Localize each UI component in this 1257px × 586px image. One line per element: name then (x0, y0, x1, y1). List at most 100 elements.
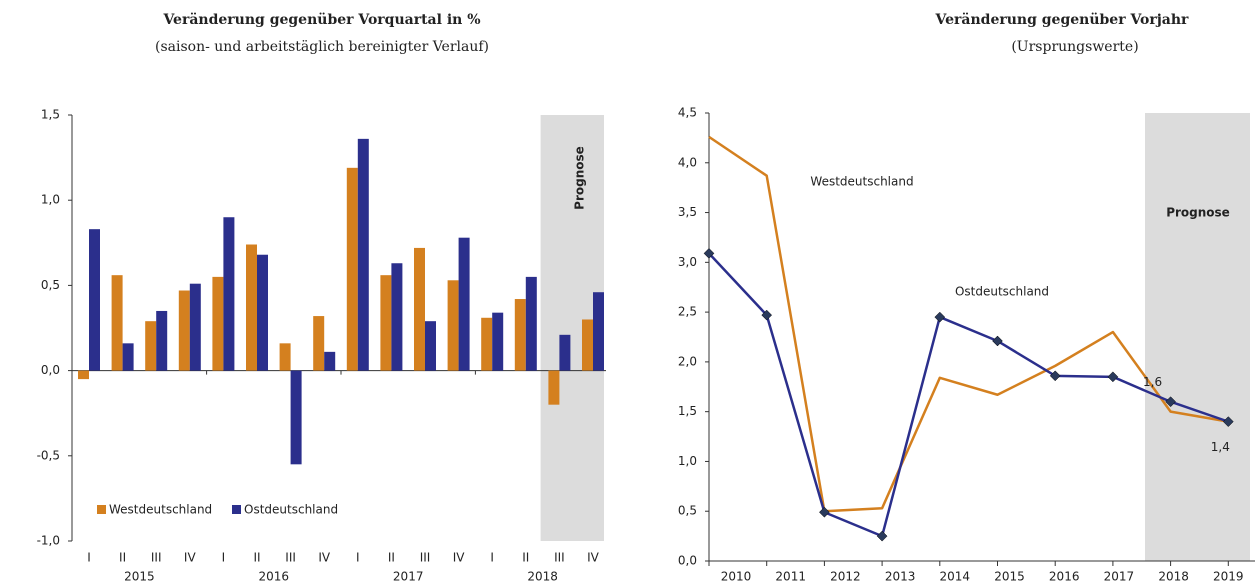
bar (582, 319, 593, 371)
x-tick-label: 2017 (1104, 570, 1135, 584)
marker (819, 506, 830, 518)
x-tick-label: III (554, 551, 565, 565)
x-tick-label: II (253, 551, 260, 565)
y-tick-label: 4,5 (678, 106, 697, 120)
x-tick-label: II (119, 551, 126, 565)
y-tick-label: 2,0 (678, 354, 697, 368)
bar (525, 276, 537, 371)
y-tick-label: 0,5 (678, 504, 697, 518)
x-tick-label: III (420, 551, 431, 565)
bar (290, 370, 302, 465)
y-tick-label: 0,0 (678, 554, 697, 568)
series-line (708, 252, 1229, 538)
x-tick-label: IV (184, 551, 197, 565)
bar (414, 247, 425, 371)
x-tick-label: 2015 (994, 570, 1025, 584)
x-tick-label: 2010 (721, 570, 752, 584)
x-tick-label: 2018 (1158, 570, 1189, 584)
y-tick-label: 1,5 (678, 404, 697, 418)
bar (548, 370, 560, 405)
bar (447, 280, 459, 371)
x-tick-label: 2013 (885, 570, 916, 584)
x-tick-label: I (222, 551, 226, 565)
bar (514, 299, 526, 371)
forecast-shade (1145, 113, 1250, 561)
y-tick-label: 1,0 (41, 193, 60, 207)
x-tick-label: III (151, 551, 162, 565)
marker (934, 311, 946, 323)
forecast-label: Prognose (573, 146, 587, 210)
y-tick-label: 0,5 (41, 278, 60, 292)
bar (122, 343, 134, 371)
year-label: 2018 (527, 570, 558, 584)
x-tick-label: II (522, 551, 529, 565)
bar (246, 244, 257, 371)
y-tick-label: 0,0 (41, 363, 60, 377)
bar (78, 370, 89, 380)
x-tick-label: IV (318, 551, 331, 565)
marker (761, 309, 773, 321)
bar (559, 334, 571, 371)
series-label: Westdeutschland (810, 175, 913, 189)
chart-subtitle: (saison- und arbeitstäglich bereinigter … (155, 39, 489, 55)
x-tick-label: 2019 (1213, 570, 1244, 584)
bar (257, 254, 268, 371)
bar (279, 343, 291, 371)
y-tick-label: 1,5 (41, 108, 60, 122)
year-label: 2015 (124, 570, 155, 584)
chart-subtitle: (Ursprungswerte) (1011, 39, 1138, 55)
bar (357, 138, 369, 371)
year-label: 2016 (259, 570, 290, 584)
y-tick-label: 2,5 (678, 305, 697, 319)
marker (876, 530, 888, 542)
series-label: Ostdeutschland (955, 285, 1049, 299)
bar (481, 317, 493, 371)
bar (111, 275, 123, 371)
bar (425, 321, 436, 371)
x-tick-label: I (356, 551, 360, 565)
x-tick-label: 2016 (1049, 570, 1080, 584)
x-tick-label: IV (453, 551, 466, 565)
marker (703, 248, 715, 259)
x-tick-label: 2014 (940, 570, 971, 584)
bar (458, 237, 470, 371)
bar (89, 229, 100, 371)
forecast-label: Prognose (1166, 206, 1230, 220)
y-tick-label: 3,5 (678, 205, 697, 219)
marker (1049, 370, 1061, 382)
x-tick-label: 2011 (775, 570, 806, 584)
marker (1107, 371, 1119, 383)
y-tick-label: 4,0 (678, 155, 697, 169)
bar (145, 321, 157, 371)
bar (189, 283, 201, 371)
y-tick-label: -0,5 (37, 448, 60, 462)
bar (380, 275, 392, 371)
x-tick-label: I (87, 551, 91, 565)
legend-label: Ostdeutschland (244, 503, 338, 517)
y-tick-label: -1,0 (37, 534, 60, 548)
x-tick-label: 2012 (830, 570, 861, 584)
x-tick-label: IV (587, 551, 600, 565)
chart-title: Veränderung gegenüber Vorquartal in % (162, 12, 480, 28)
bar (593, 292, 604, 371)
bar (212, 276, 224, 371)
bar (223, 217, 235, 371)
y-tick-label: 1,0 (678, 454, 697, 468)
bar (313, 316, 325, 371)
value-label: 1,6 (1143, 375, 1162, 389)
y-tick-label: 3,0 (678, 255, 697, 269)
x-tick-label: III (285, 551, 296, 565)
marker (1222, 416, 1234, 427)
series-line (708, 135, 1229, 513)
marker (1165, 396, 1176, 408)
bar (178, 290, 190, 371)
legend-swatch (97, 505, 106, 514)
chart-title: Veränderung gegenüber Vorjahr (935, 12, 1190, 28)
bar (324, 351, 336, 371)
legend-swatch (232, 505, 241, 514)
year-label: 2017 (393, 570, 424, 584)
legend-label: Westdeutschland (109, 503, 212, 517)
value-label: 1,4 (1211, 440, 1230, 454)
x-tick-label: I (490, 551, 494, 565)
